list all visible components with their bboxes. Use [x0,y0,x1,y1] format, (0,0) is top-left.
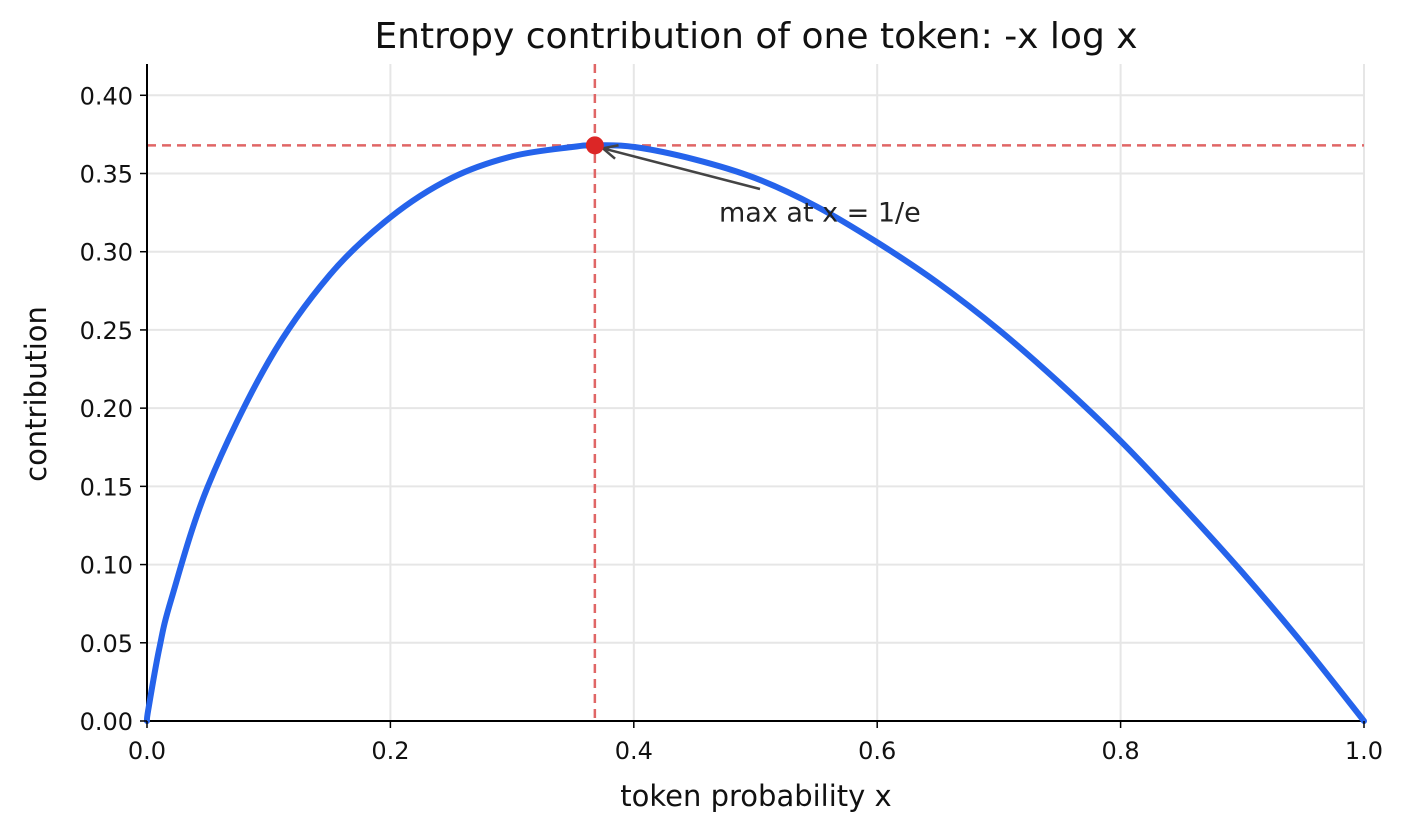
reference-lines [147,64,1364,721]
axes [146,64,1364,722]
x-tick-label: 0.0 [128,737,166,765]
x-tick-label: 0.6 [858,737,896,765]
series-group [143,142,1367,724]
x-tick-label: 0.8 [1102,737,1140,765]
y-axis-label: contribution [19,306,53,482]
y-tick-label: 0.35 [80,161,133,189]
chart-title: Entropy contribution of one token: -x lo… [374,16,1137,57]
x-tick-label: 0.2 [371,737,409,765]
x-tick-label: 0.4 [615,737,653,765]
y-tick-label: 0.10 [80,552,133,580]
x-axis-label: token probability x [620,779,891,813]
annotation-group: max at x = 1/e [585,136,921,228]
ticks: 0.0 0.2 0.4 0.6 0.8 1.0 0.00 0.05 0.10 0.15 0.20 0.… [80,82,1384,765]
y-tick-label: 0.40 [80,82,133,110]
grid [146,64,1365,722]
x-tick-label: 1.0 [1345,737,1383,765]
max-point-marker [585,136,604,155]
y-tick-label: 0.05 [80,630,133,658]
y-tick-label: 0.25 [80,317,133,345]
annotation-text: max at x = 1/e [719,197,921,228]
y-tick-label: 0.30 [80,239,133,267]
series-line [143,142,1367,724]
y-tick-label: 0.00 [80,708,133,736]
annotation-arrow-line [602,147,761,191]
y-tick-label: 0.15 [80,473,133,501]
y-tick-label: 0.20 [80,395,133,423]
